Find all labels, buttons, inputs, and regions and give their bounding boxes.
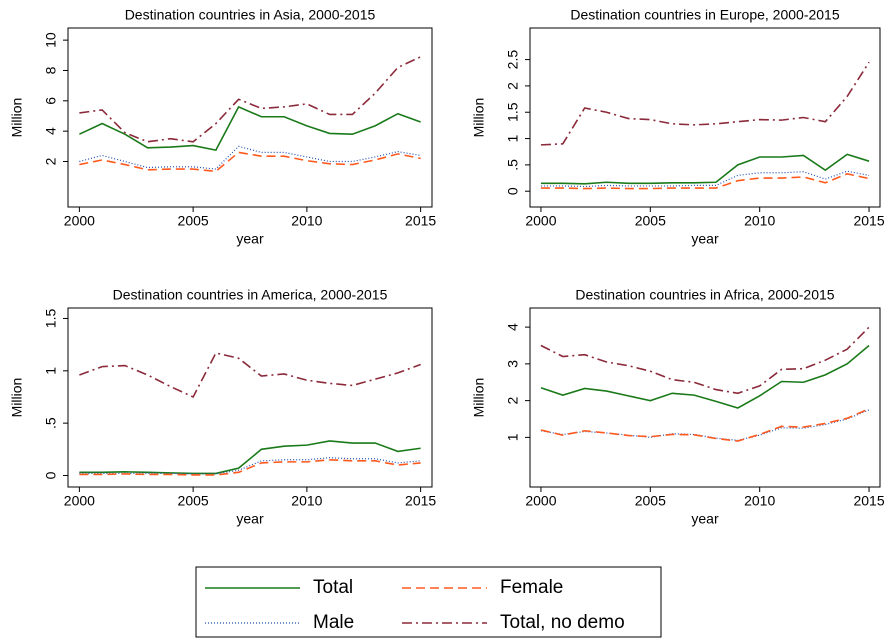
x-tick-label: 2000 <box>64 213 95 229</box>
series-line <box>540 344 870 409</box>
series-line <box>540 61 870 146</box>
y-tick-label: .5 <box>43 417 59 429</box>
y-tick-label: 2 <box>505 82 521 90</box>
plot-frame <box>67 307 433 488</box>
y-tick-label: 1.5 <box>505 102 521 122</box>
plot-frame <box>67 27 433 208</box>
series-line <box>79 457 421 475</box>
series-line <box>79 145 421 170</box>
y-tick-label: 8 <box>43 66 59 74</box>
y-axis-label: Million <box>471 378 487 418</box>
y-axis-label: Million <box>471 98 487 138</box>
x-axis-label: year <box>691 511 719 527</box>
y-tick-label: 3 <box>505 360 521 368</box>
x-tick-label: 2005 <box>635 493 666 509</box>
y-tick-label: 2 <box>43 157 59 165</box>
x-tick-label: 2005 <box>635 213 666 229</box>
series-line <box>540 153 870 185</box>
legend-label: Total <box>313 577 353 598</box>
x-tick-label: 2015 <box>405 493 436 509</box>
y-tick-label: 2 <box>505 397 521 405</box>
x-tick-label: 2015 <box>853 493 884 509</box>
series-line <box>540 409 870 441</box>
legend-label: Female <box>500 577 563 598</box>
x-tick-label: 2015 <box>405 213 436 229</box>
x-axis-label: year <box>236 231 264 247</box>
legend-box <box>195 566 662 638</box>
x-axis-label: year <box>236 511 264 527</box>
y-tick-label: 6 <box>43 97 59 105</box>
x-tick-label: 2005 <box>178 493 209 509</box>
chart-title: Destination countries in Europe, 2000-20… <box>570 7 840 23</box>
x-axis-label: year <box>691 231 719 247</box>
plot-frame <box>529 27 881 208</box>
x-tick-label: 2000 <box>525 493 556 509</box>
chart-title: Destination countries in Africa, 2000-20… <box>575 287 834 303</box>
y-tick-label: 0 <box>505 187 521 195</box>
x-tick-label: 2010 <box>744 213 775 229</box>
y-tick-label: 1.5 <box>43 309 59 329</box>
x-tick-label: 2005 <box>178 213 209 229</box>
plot-frame <box>529 307 881 488</box>
series-line <box>79 458 421 476</box>
x-tick-label: 2015 <box>853 213 884 229</box>
legend-label: Total, no demo <box>500 612 625 633</box>
y-axis-label: Million <box>9 378 25 418</box>
x-tick-label: 2000 <box>64 493 95 509</box>
series-line <box>79 440 421 475</box>
series-line <box>540 326 870 395</box>
chart-title: Destination countries in America, 2000-2… <box>113 287 388 303</box>
y-tick-label: 1 <box>505 134 521 142</box>
series-line <box>79 56 421 143</box>
y-tick-label: 2.5 <box>505 50 521 70</box>
y-tick-label: .5 <box>505 159 521 171</box>
y-tick-label: 1 <box>43 367 59 375</box>
x-tick-label: 2010 <box>744 493 775 509</box>
y-tick-label: 1 <box>505 433 521 441</box>
y-axis-label: Million <box>9 98 25 138</box>
y-tick-label: 4 <box>505 323 521 331</box>
y-tick-label: 0 <box>43 471 59 479</box>
x-tick-label: 2010 <box>291 493 322 509</box>
x-tick-label: 2000 <box>525 213 556 229</box>
series-line <box>540 172 870 190</box>
legend-label: Male <box>313 612 354 633</box>
series-line <box>79 352 421 399</box>
series-line <box>79 105 421 152</box>
chart-title: Destination countries in Asia, 2000-2015 <box>125 7 376 23</box>
x-tick-label: 2010 <box>291 213 322 229</box>
series-line <box>79 151 421 173</box>
y-tick-label: 10 <box>43 32 59 48</box>
y-tick-label: 4 <box>43 127 59 135</box>
series-line <box>540 170 870 188</box>
